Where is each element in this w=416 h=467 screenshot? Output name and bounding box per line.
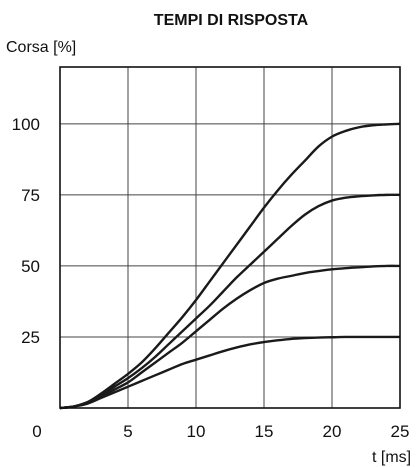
series-lines [59, 122, 401, 410]
x-tick-label: 10 [187, 422, 206, 441]
chart-title: TEMPI DI RISPOSTA [154, 12, 309, 29]
y-tick-label: 100 [12, 115, 40, 134]
x-tick-label: 20 [323, 422, 342, 441]
tick-labels: 0 5 10 15 20 25 25 50 75 100 [12, 115, 410, 441]
grid [60, 67, 400, 408]
plot-frame [59, 66, 401, 409]
series-line-2 [59, 193, 401, 410]
x-tick-label: 5 [123, 422, 132, 441]
y-tick-label: 50 [21, 257, 40, 276]
x-tick-label: 25 [391, 422, 410, 441]
x-axis-label: t [ms] [372, 449, 411, 466]
x-tick-label: 0 [32, 422, 41, 441]
y-tick-label: 75 [21, 186, 40, 205]
y-tick-label: 25 [21, 328, 40, 347]
x-tick-label: 15 [255, 422, 274, 441]
series-line-4 [59, 335, 400, 410]
series-line-3 [59, 264, 401, 410]
y-axis-label: Corsa [%] [6, 39, 76, 56]
series-line-1 [59, 122, 401, 410]
